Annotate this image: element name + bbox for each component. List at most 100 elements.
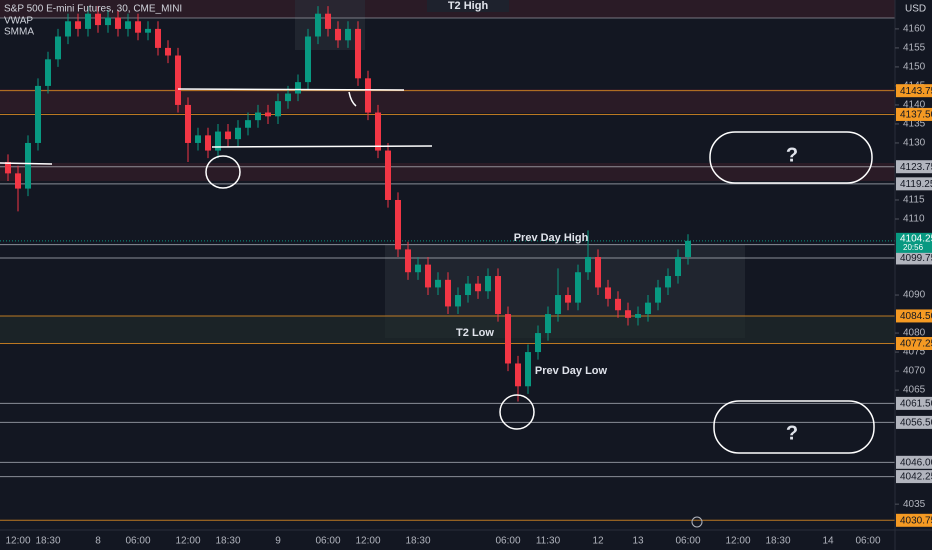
price-tag-label: 4123.75: [900, 162, 932, 173]
x-tick-label: 8: [95, 536, 101, 547]
candle-body: [145, 28, 151, 33]
hand-circle: [499, 394, 535, 430]
x-tick-label: 06:00: [125, 536, 150, 547]
candle-body: [415, 264, 421, 273]
candle-body: [175, 55, 181, 105]
candle-body: [465, 283, 471, 296]
hand-line: [0, 162, 53, 165]
last-price-tag: [896, 232, 932, 253]
x-tick-label: 18:30: [765, 536, 790, 547]
price-tag-label: 4056.50: [900, 418, 932, 429]
zone: [0, 163, 895, 181]
price-tag: [896, 309, 932, 323]
candle-body: [425, 264, 431, 288]
candle-body: [525, 352, 531, 387]
zone: [0, 89, 895, 113]
price-tag: [896, 84, 932, 98]
last-price-label: 4104.25: [900, 233, 932, 244]
annotation: T2 Low: [456, 327, 494, 339]
price-tag: [896, 160, 932, 174]
candle-body: [135, 21, 141, 33]
price-tag-label: 4046.00: [900, 457, 932, 468]
candle-body: [675, 257, 681, 277]
price-tag: [896, 396, 932, 410]
annotation: ?: [786, 422, 798, 444]
indicator-label: VWAP: [4, 16, 33, 27]
hand-ellipse: [713, 400, 875, 454]
x-tick-label: 12:00: [725, 536, 750, 547]
session-icon: [691, 516, 703, 528]
candle-body: [475, 283, 481, 292]
candle-body: [445, 279, 451, 307]
hand-ellipse: [709, 131, 873, 184]
x-tick-label: 9: [275, 536, 281, 547]
annotation: T2 High: [448, 0, 489, 12]
hand-line: [211, 145, 433, 148]
candle-body: [585, 257, 591, 273]
candle-body: [195, 135, 201, 143]
price-tag-label: 4077.25: [900, 339, 932, 350]
candle-body: [595, 257, 601, 288]
indicator-label: SMMA: [4, 27, 34, 38]
candle-body: [205, 135, 211, 151]
zone: [0, 316, 895, 343]
candle-body: [645, 302, 651, 315]
candle-body: [345, 28, 351, 41]
candle-body: [385, 150, 391, 200]
candle-body: [335, 28, 341, 41]
x-tick-label: 12:00: [175, 536, 200, 547]
candle-body: [105, 17, 111, 26]
candle-body: [395, 199, 401, 250]
candle-body: [625, 310, 631, 318]
annotation: Prev Day High: [514, 232, 589, 244]
x-tick-label: 11:30: [536, 536, 561, 547]
candle-body: [265, 112, 271, 117]
x-tick-label: 06:00: [855, 536, 880, 547]
candle-body: [15, 173, 21, 189]
price-tag-label: 4042.25: [900, 472, 932, 483]
candle-body: [665, 276, 671, 288]
price-tag: [896, 177, 932, 191]
candle-body: [155, 28, 161, 48]
x-tick-label: 18:30: [215, 536, 240, 547]
candle-body: [245, 120, 251, 128]
x-tick-label: 12:00: [5, 536, 30, 547]
candle-body: [485, 276, 491, 292]
candle-body: [405, 249, 411, 273]
price-tag-label: 4084.50: [900, 311, 932, 322]
x-tick-label: 12:00: [355, 536, 380, 547]
x-tick-label: 12: [592, 536, 604, 547]
candle-body: [235, 127, 241, 140]
candle-body: [375, 112, 381, 151]
price-tag: [896, 107, 932, 121]
price-tag-label: 4119.25: [900, 179, 932, 190]
y-tick-label: 4150: [903, 62, 926, 73]
candle-body: [295, 82, 301, 94]
annotation: ?: [786, 144, 798, 166]
candle-body: [575, 272, 581, 303]
candle-body: [285, 93, 291, 102]
x-tick-label: 06:00: [675, 536, 700, 547]
candle-body: [635, 314, 641, 318]
candle-body: [275, 101, 281, 117]
candle-body: [25, 142, 31, 189]
candle-body: [655, 287, 661, 303]
candle-body: [535, 333, 541, 353]
hand-mark: [348, 91, 357, 107]
candle-body: [685, 240, 691, 258]
candle-body: [355, 28, 361, 79]
candle-body: [305, 36, 311, 83]
candle-body: [365, 78, 371, 113]
countdown: 20:56: [903, 243, 924, 252]
price-tag-label: 4061.50: [900, 399, 932, 410]
candle-body: [315, 13, 321, 37]
candle-body: [45, 59, 51, 86]
x-tick-label: 18:30: [35, 536, 60, 547]
candle-body: [615, 298, 621, 311]
y-tick-label: 4135: [903, 119, 926, 130]
price-tag: [896, 251, 932, 265]
candle-body: [85, 13, 91, 29]
y-tick-label: 4140: [903, 100, 926, 111]
candle-body: [225, 131, 231, 140]
hand-circle: [205, 155, 241, 189]
